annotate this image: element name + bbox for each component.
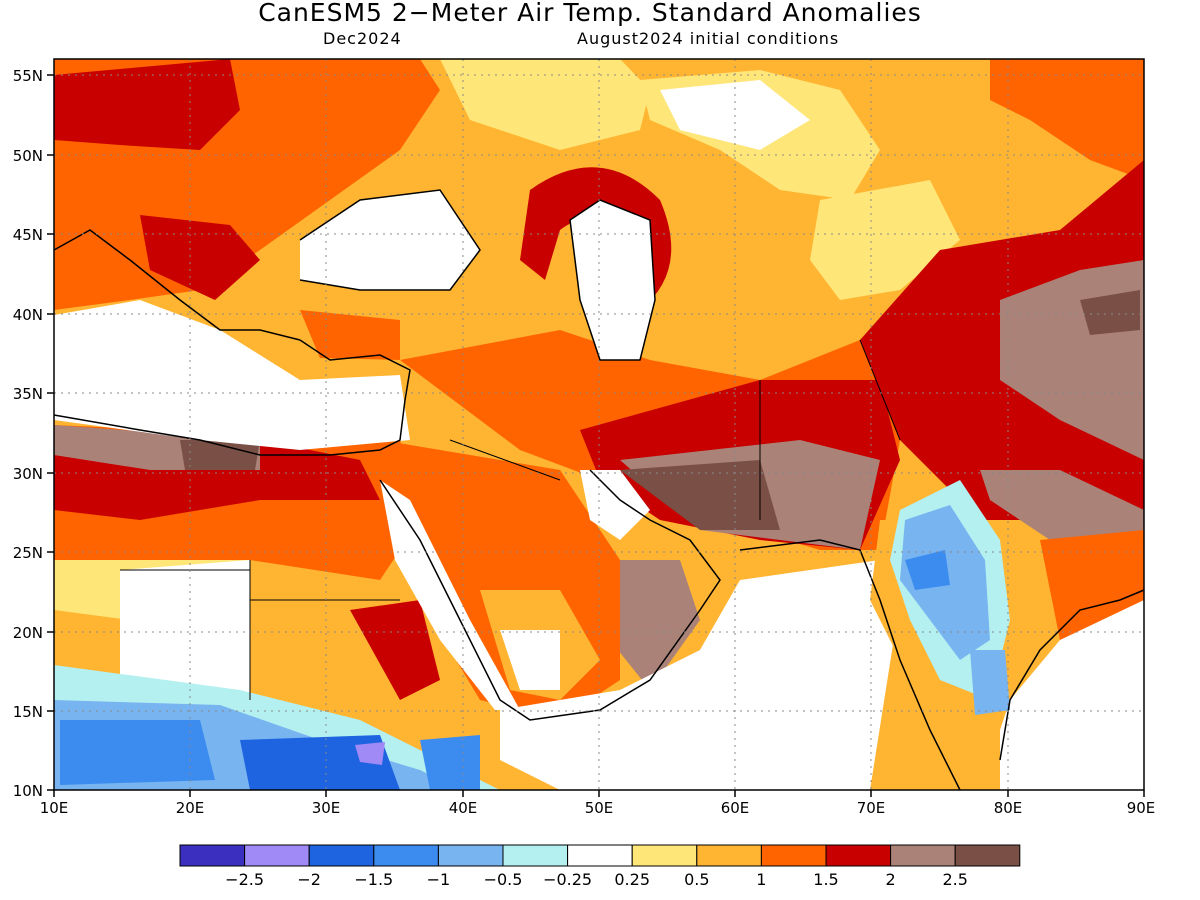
bangladesh-warm-region [1040,530,1144,640]
valid-month-label: Dec2024 [323,29,402,48]
colorbar-label: 1.5 [813,870,838,889]
colorbar-label: −2 [297,870,321,889]
lat-label-30n: 30N [13,465,43,483]
lon-label-60e: 60E [721,799,750,817]
persian-gulf [580,470,650,540]
colorbar-label: −0.25 [543,870,592,889]
south-india-cool-patch [970,650,1010,715]
caspian-sea [570,200,655,360]
colorbar-label: 1 [756,870,766,889]
sudan-neutral-region [120,560,250,700]
black-sea [300,190,480,290]
colorbar-swatch [567,844,633,867]
sudan-very-cold-patch [355,742,385,765]
longitude-labels: 10E 20E 30E 40E 50E 60E 70E 80E 90E [40,799,1156,817]
colorbar-label: 2 [886,870,896,889]
colorbar-swatch [760,844,827,867]
anomaly-fields [54,59,1144,790]
lat-label-25n: 25N [13,544,43,562]
colorbar-label: −1 [427,870,451,889]
europe-hot-region [54,59,240,150]
himalaya-very-hot-region [980,470,1144,550]
colorbar-swatch [825,844,892,867]
chart-title: CanESM5 2−Meter Air Temp. Standard Anoma… [258,0,922,27]
lon-label-50e: 50E [585,799,614,817]
lat-label-55n: 55N [13,67,43,85]
colorbar-swatch [631,844,698,867]
mediterranean-sea [54,300,410,450]
init-conditions-label: August2024 initial conditions [577,29,840,48]
gulf-extreme-region [620,460,780,530]
red-sea-hot-strip [350,600,440,700]
lat-label-10n: 10N [13,782,43,800]
lon-label-20e: 20E [176,799,205,817]
lon-label-30e: 30E [312,799,341,817]
colorbar-swatch [502,844,569,867]
yemen-neutral-region [500,630,560,690]
colorbar-swatch [308,844,375,867]
red-sea [380,480,520,710]
ethiopia-cool-patch [420,735,480,790]
colorbar-swatch [954,844,1021,867]
colorbar-label: 2.5 [942,870,967,889]
india-cold-patch [905,550,950,590]
lat-label-40n: 40N [13,306,43,324]
country-borders [120,339,901,700]
lat-label-50n: 50N [13,147,43,165]
black-sea-coastline [299,189,481,291]
lon-label-10e: 10E [40,799,69,817]
colorbar-swatch [244,844,310,867]
colorbar-swatch [373,844,439,867]
balkans-hot-region [140,215,260,300]
colorbar-swatch [890,844,956,867]
colorbar-label: 0.25 [614,870,650,889]
arabian-sea [500,560,900,790]
axis-ticks [47,74,1145,797]
colorbar-label: −1.5 [354,870,393,889]
india-west-coastline [739,539,961,791]
colorbar-label: 0.5 [684,870,709,889]
colorbar-label: −0.5 [484,870,523,889]
latitude-labels: 10N 15N 20N 25N 30N 35N 40N 45N 50N 55N [13,67,43,800]
arabia-coastline [379,469,721,721]
colorbar-swatch [696,844,762,867]
colorbar-label: −2.5 [225,870,264,889]
chad-cool-patch [60,720,215,785]
libya-extreme-patch [180,440,260,470]
lon-label-80e: 80E [994,799,1023,817]
lon-label-70e: 70E [857,799,886,817]
graticule [54,59,1144,790]
lat-label-45n: 45N [13,226,43,244]
caspian-coastline [569,199,656,361]
oman-very-hot-region [600,560,700,690]
lat-label-15n: 15N [13,703,43,721]
italy-balkan-coastline [53,229,301,341]
colorbar: −2.5 −2 −1.5 −1 −0.5 −0.25 0.25 0.5 1 1.5 2 2.5 [179,844,1021,889]
russia-mild-region [440,59,650,150]
lon-label-40e: 40E [449,799,478,817]
turkey-warm-region [300,310,400,360]
colorbar-swatch [179,844,246,867]
tibet-extreme-region [1080,290,1140,335]
lat-label-35n: 35N [13,385,43,403]
siberia-warm-region [990,59,1144,180]
colorbar-swatch [437,844,504,867]
lon-label-90e: 90E [1127,799,1156,817]
lat-label-20n: 20N [13,624,43,642]
